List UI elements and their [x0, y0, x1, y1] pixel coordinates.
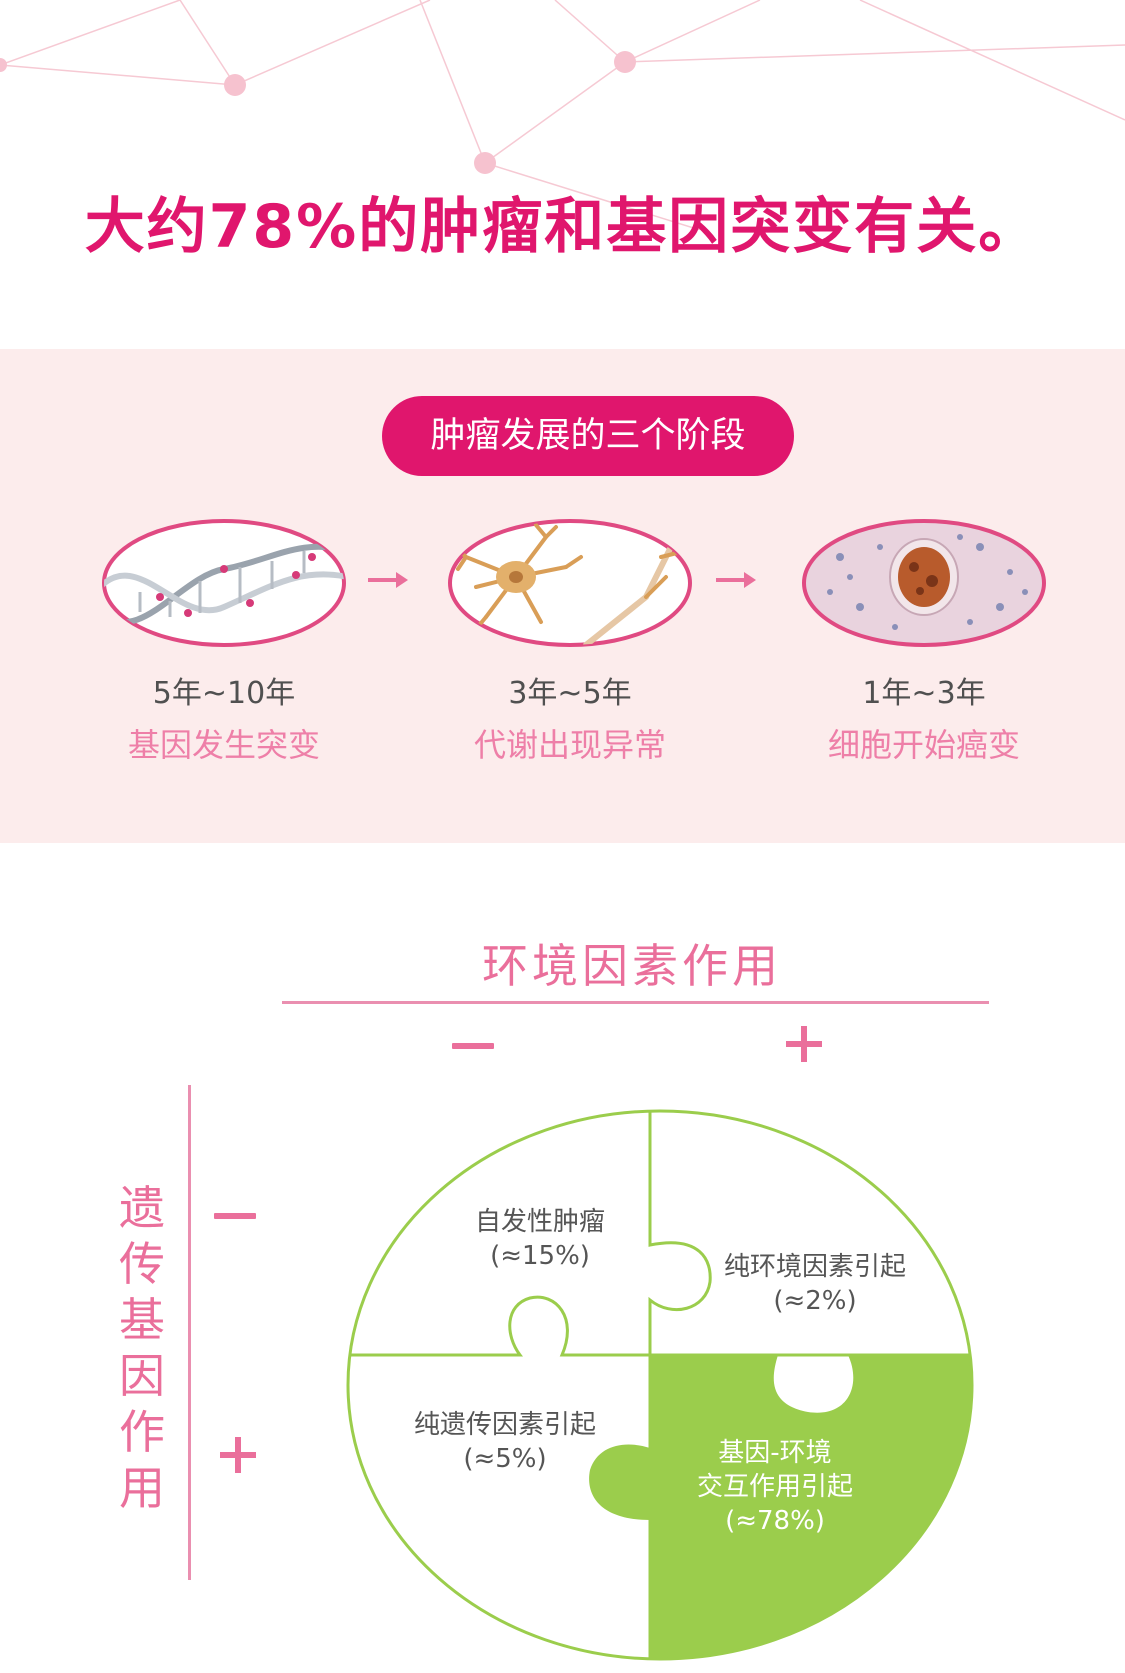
arrow-right-icon — [368, 572, 408, 588]
gene-axis-title: 遗 传 基 因 作 用 — [112, 1180, 172, 1516]
quadrant-interaction: 基因-环境 交互作用引起 (≈78%) — [665, 1436, 885, 1538]
quadrant-label: 基因-环境 — [718, 1438, 832, 1468]
gene-title-char: 因 — [119, 1349, 165, 1403]
dna-illustration — [102, 519, 346, 647]
env-minus-icon — [452, 1043, 494, 1049]
gene-title-char: 遗 — [119, 1181, 165, 1235]
gene-title-char: 基 — [119, 1293, 165, 1347]
environment-axis-line — [282, 1001, 989, 1004]
quadrant-label: 交互作用引起 — [696, 1472, 853, 1502]
quadrant-percent: (≈5%) — [463, 1444, 547, 1474]
puzzle-horizontal-divider — [348, 1295, 972, 1357]
quadrant-environment: 纯环境因素引起 (≈2%) — [700, 1250, 930, 1318]
gene-minus-icon — [214, 1213, 256, 1219]
quadrant-spontaneous: 自发性肿瘤 (≈15%) — [430, 1205, 650, 1273]
gene-title-char: 传 — [119, 1237, 165, 1291]
network-background — [0, 0, 1125, 230]
quadrant-genetic: 纯遗传因素引起 (≈5%) — [390, 1408, 620, 1476]
environment-axis-title: 环境因素作用 — [482, 939, 782, 993]
stage-1-label: 基因发生突变 — [127, 726, 320, 764]
stage-1-duration: 5年~10年 — [152, 676, 296, 711]
arrow-right-icon — [716, 572, 756, 588]
stages-title: 肿瘤发展的三个阶段 — [382, 396, 794, 476]
gene-plus-icon — [220, 1437, 256, 1473]
stage-2-label: 代谢出现异常 — [473, 726, 666, 764]
env-plus-icon — [786, 1026, 822, 1062]
puzzle-vertical-divider — [648, 1111, 712, 1659]
puzzle-outline — [346, 1109, 974, 1661]
cancer-cell-illustration — [802, 519, 1046, 647]
gene-title-char: 作 — [119, 1405, 165, 1459]
quadrant-label: 纯环境因素引起 — [723, 1252, 906, 1282]
quadrant-label: 纯遗传因素引起 — [413, 1410, 596, 1440]
quadrant-percent: (≈2%) — [773, 1286, 857, 1316]
stage-2-duration: 3年~5年 — [508, 676, 632, 711]
gene-axis-line — [188, 1085, 191, 1580]
neuron-illustration — [448, 519, 692, 647]
gene-title-char: 用 — [119, 1461, 165, 1515]
quadrant-percent: (≈15%) — [490, 1241, 590, 1271]
stage-3-label: 细胞开始癌变 — [827, 726, 1020, 764]
quadrant-label: 自发性肿瘤 — [474, 1207, 605, 1237]
headline: 大约78%的肿瘤和基因突变有关。 — [84, 192, 1041, 262]
quadrant-percent: (≈78%) — [725, 1506, 825, 1536]
stage-3-duration: 1年~3年 — [862, 676, 986, 711]
